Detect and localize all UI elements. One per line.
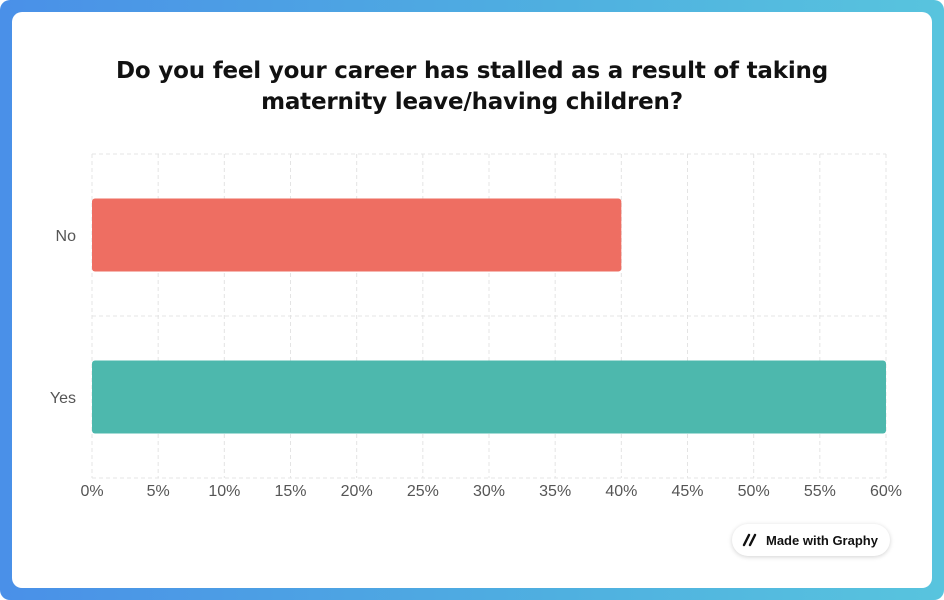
- category-label-no: No: [56, 228, 77, 245]
- bar-chart: No Yes 0% 5% 10% 15% 20% 25% 30% 35% 40% 45% 50% 55%…: [50, 153, 902, 500]
- x-axis-tick-labels: 0% 5% 10% 15% 20% 25% 30% 35% 40% 45% 50% 55% 60%: [80, 483, 902, 500]
- x-tick-label: 25%: [407, 483, 439, 500]
- category-label-yes: Yes: [50, 390, 76, 407]
- x-tick-label: 10%: [208, 483, 240, 500]
- x-tick-label: 45%: [671, 483, 703, 500]
- bar-no: [92, 198, 622, 272]
- chart-title: Do you feel your career has stalled as a…: [116, 58, 828, 115]
- category-labels: No Yes: [50, 228, 76, 407]
- bars: [92, 198, 886, 434]
- x-tick-label: 35%: [539, 483, 571, 500]
- graphy-logo-icon: [742, 533, 758, 547]
- x-tick-label: 30%: [473, 483, 505, 500]
- x-tick-label: 15%: [274, 483, 306, 500]
- x-tick-label: 40%: [605, 483, 637, 500]
- x-tick-label: 0%: [80, 483, 103, 500]
- badge-label: Made with Graphy: [766, 532, 878, 548]
- made-with-graphy-badge[interactable]: Made with Graphy: [732, 524, 890, 556]
- x-tick-label: 20%: [341, 483, 373, 500]
- x-tick-label: 55%: [804, 483, 836, 500]
- x-tick-label: 50%: [738, 483, 770, 500]
- chart-card: Do you feel your career has stalled as a…: [12, 12, 932, 588]
- bar-yes: [92, 360, 886, 434]
- x-tick-label: 60%: [870, 483, 902, 500]
- x-tick-label: 5%: [147, 483, 170, 500]
